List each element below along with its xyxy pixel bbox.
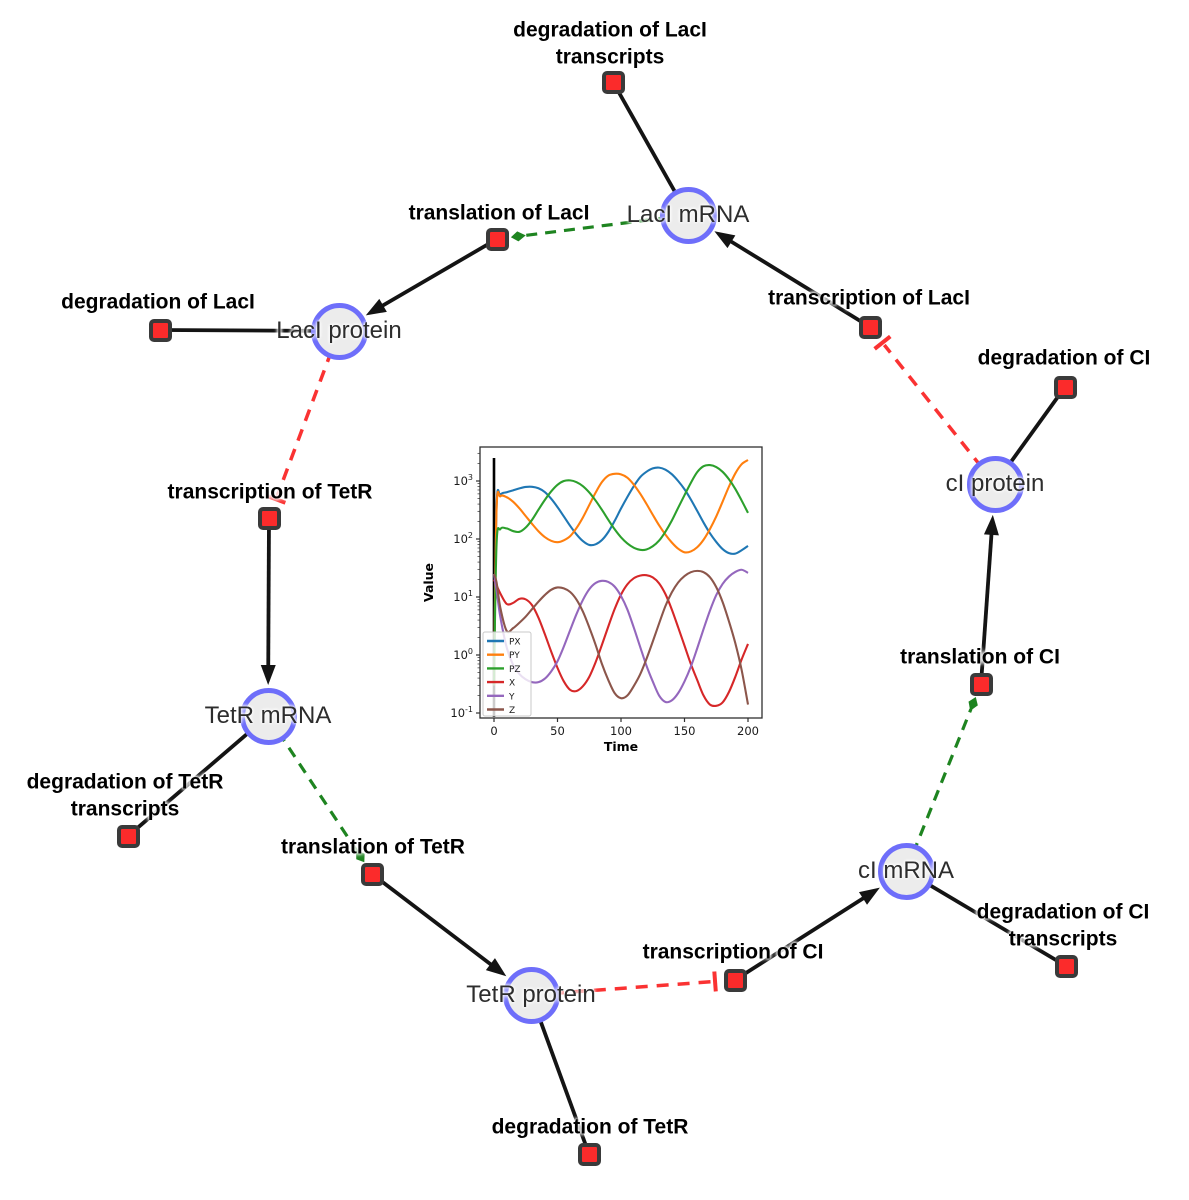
reaction-node-r_tx_ci[interactable] bbox=[723, 968, 747, 992]
species-label-ci_mrna: cI mRNA bbox=[858, 857, 954, 884]
inhibitor-edge bbox=[530, 979, 713, 997]
x-axis-title: Time bbox=[604, 739, 638, 754]
reaction-node-r_deg_laci_tx[interactable] bbox=[601, 70, 625, 94]
series-PZ bbox=[492, 463, 749, 686]
legend-label-PX: PX bbox=[509, 638, 521, 648]
product-edge bbox=[371, 237, 498, 314]
x-tick-label: 50 bbox=[550, 724, 565, 738]
reaction-node-r_transl_laci[interactable] bbox=[485, 227, 509, 251]
species-node-tetr_mrna[interactable] bbox=[239, 687, 297, 745]
series-PX bbox=[492, 466, 749, 686]
reaction-label-r_tx_ci: transcription of CI bbox=[642, 940, 824, 964]
product-edge bbox=[979, 522, 995, 685]
reaction-label-r_transl_laci: translation of LacI bbox=[408, 201, 590, 225]
species-node-laci_mrna[interactable] bbox=[659, 186, 717, 244]
series-Z bbox=[492, 569, 750, 705]
species-label-laci_protein: LacI protein bbox=[276, 317, 402, 344]
reaction-label-r_deg_laci: degradation of LacI bbox=[61, 290, 255, 314]
species-label-ci_protein: cI protein bbox=[945, 470, 1045, 497]
arrowhead-icon bbox=[858, 887, 880, 905]
reaction-label-r_tx_tetr: transcription of TetR bbox=[167, 480, 373, 504]
x-tick-label: 150 bbox=[674, 724, 696, 738]
reaction-label-r_deg_ci: degradation of CI bbox=[977, 346, 1151, 370]
reaction-node-r_tx_laci[interactable] bbox=[858, 315, 882, 339]
arrowhead-icon bbox=[983, 514, 999, 536]
reaction-node-r_deg_ci_tx[interactable] bbox=[1054, 954, 1078, 978]
inhibitor-edge bbox=[275, 330, 341, 498]
legend-label-PY: PY bbox=[509, 651, 520, 661]
y-tick-label: 10-1 bbox=[450, 705, 473, 720]
arrowhead-icon bbox=[260, 664, 276, 686]
inhibitor-tbar-icon bbox=[712, 971, 718, 992]
reaction-label-r_deg_laci_tx: degradation of LacI transcripts bbox=[513, 18, 707, 69]
legend-label-X: X bbox=[509, 679, 515, 689]
product-edge bbox=[720, 233, 871, 329]
y-tick-label: 103 bbox=[453, 473, 473, 488]
y-tick-label: 100 bbox=[453, 647, 473, 662]
reactant-edge bbox=[126, 714, 270, 838]
reaction-label-r_deg_ci_tx: degradation of CI transcripts bbox=[976, 900, 1150, 951]
edge-layer bbox=[126, 81, 1067, 1155]
series-X bbox=[493, 573, 749, 708]
species-node-laci_protein[interactable] bbox=[310, 302, 368, 360]
reactant-edge bbox=[159, 328, 340, 333]
species-node-tetr_protein[interactable] bbox=[502, 966, 560, 1024]
x-tick-label: 200 bbox=[737, 724, 759, 738]
reactant-edge bbox=[905, 869, 1067, 968]
modifier-arrowhead-icon bbox=[510, 231, 526, 242]
modifier-arrowhead-icon bbox=[968, 696, 978, 711]
reaction-node-r_deg_ci[interactable] bbox=[1053, 375, 1077, 399]
x-tick-label: 100 bbox=[610, 724, 632, 738]
series-PY bbox=[492, 459, 749, 686]
product-edge bbox=[733, 890, 875, 982]
reaction-label-r_transl_ci: translation of CI bbox=[900, 645, 1060, 669]
reaction-node-r_transl_ci[interactable] bbox=[969, 672, 993, 696]
reaction-node-r_deg_tetr_tx[interactable] bbox=[116, 824, 140, 848]
y-tick-label: 102 bbox=[453, 531, 473, 546]
product-edge bbox=[370, 872, 502, 973]
reaction-node-r_deg_laci[interactable] bbox=[148, 318, 172, 342]
species-label-tetr_mrna: TetR mRNA bbox=[204, 702, 332, 729]
reaction-label-r_transl_tetr: translation of TetR bbox=[281, 835, 465, 859]
inset-plot: 0 50 100 150 200 10-1 100 101 102 103 Time Value PX P… bbox=[421, 446, 763, 754]
arrowhead-icon bbox=[365, 298, 387, 316]
reaction-node-r_tx_tetr[interactable] bbox=[257, 506, 281, 530]
reaction-node-r_deg_tetr[interactable] bbox=[577, 1142, 601, 1166]
product-edge bbox=[266, 517, 271, 678]
y-axis-title: Value bbox=[421, 563, 436, 602]
legend-box bbox=[482, 631, 532, 717]
modifier-arrowhead-icon bbox=[356, 849, 365, 863]
reaction-node-r_transl_tetr[interactable] bbox=[360, 862, 384, 886]
species-label-tetr_protein: TetR protein bbox=[466, 981, 596, 1008]
y-tick-label: 101 bbox=[453, 589, 473, 604]
reaction-label-r_deg_tetr_tx: degradation of TetR transcripts bbox=[26, 770, 224, 821]
species-node-ci_mrna[interactable] bbox=[877, 842, 935, 900]
inhibitor-edge bbox=[882, 343, 997, 486]
legend-label-Y: Y bbox=[508, 692, 515, 702]
reaction-label-r_tx_laci: transcription of LacI bbox=[768, 286, 970, 310]
arrowhead-icon bbox=[714, 231, 736, 249]
inhibitor-tbar-icon bbox=[265, 493, 287, 505]
reaction-label-r_deg_tetr: degradation of TetR bbox=[491, 1115, 689, 1139]
arrowhead-icon bbox=[485, 958, 507, 977]
species-node-ci_protein[interactable] bbox=[966, 455, 1024, 513]
species-label-laci_mrna: LacI mRNA bbox=[626, 201, 750, 228]
legend-label-PZ: PZ bbox=[509, 665, 521, 675]
legend-label-Z: Z bbox=[509, 706, 515, 716]
x-tick-label: 0 bbox=[490, 724, 497, 738]
series-Y bbox=[492, 568, 749, 704]
inhibitor-tbar-icon bbox=[873, 334, 892, 351]
